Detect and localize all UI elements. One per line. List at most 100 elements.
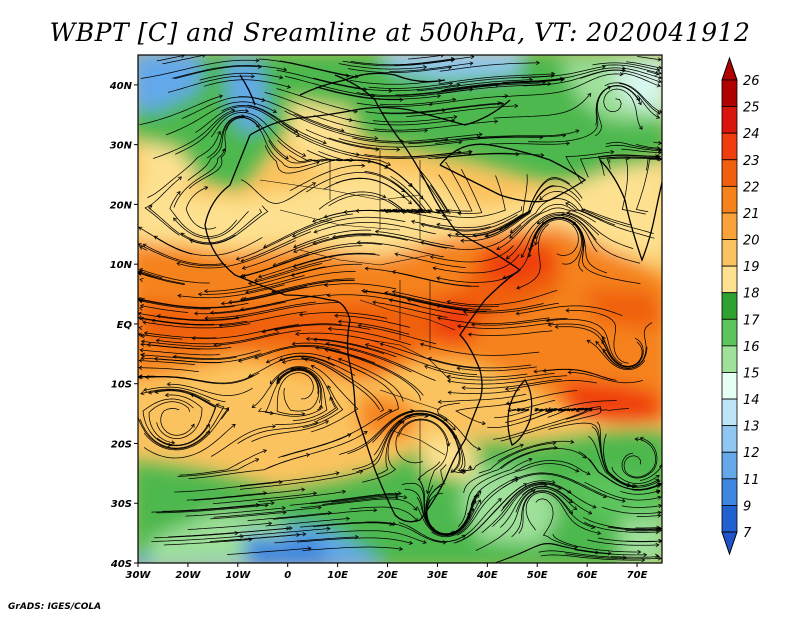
streamline <box>139 299 235 309</box>
streamline <box>248 263 323 285</box>
streamline-arrow <box>656 83 661 88</box>
colorbar-min-arrow <box>721 531 738 556</box>
streamline <box>139 270 163 279</box>
streamline-arrow <box>153 235 158 240</box>
streamline-arrow <box>176 190 181 195</box>
streamline <box>381 102 501 114</box>
streamline <box>622 72 661 87</box>
colorbar-swatch <box>721 345 738 373</box>
streamline-arrow <box>396 147 401 152</box>
streamline-arrow <box>657 150 662 155</box>
streamline-arrow <box>601 336 606 341</box>
streamline <box>398 419 448 494</box>
streamline-arrow <box>374 229 379 234</box>
streamline <box>583 517 662 530</box>
streamline <box>151 504 260 513</box>
streamline-arrow <box>262 449 268 454</box>
streamline-arrow <box>359 469 364 474</box>
streamline <box>210 112 306 157</box>
streamline <box>521 66 606 79</box>
streamline <box>606 156 659 170</box>
colorbar-level-label: 20 <box>743 234 760 249</box>
colorbar-swatch <box>721 292 738 320</box>
streamline <box>437 317 550 324</box>
streamline <box>276 372 314 415</box>
lat-tick-label: 30N <box>110 141 133 152</box>
streamline-arrow <box>261 329 266 334</box>
streamline-arrow <box>534 407 539 412</box>
country-borders <box>259 150 456 480</box>
streamline <box>138 417 210 450</box>
streamline-arrow <box>446 299 451 305</box>
streamline-arrow <box>345 73 350 78</box>
streamline <box>237 421 318 444</box>
streamline-arrow <box>456 82 461 87</box>
streamline-arrow <box>657 482 662 487</box>
streamline <box>156 504 269 514</box>
streamline-arrow <box>342 489 347 494</box>
streamline-arrow <box>509 234 514 239</box>
streamline <box>646 158 661 171</box>
streamline-arrow <box>374 136 379 141</box>
lat-tick-label: 30S <box>111 499 132 510</box>
streamline <box>537 213 597 241</box>
streamline <box>179 449 267 476</box>
streamline <box>388 84 460 92</box>
streamline-arrow <box>595 340 600 345</box>
streamline <box>236 219 333 260</box>
streamline-arrow <box>461 534 466 539</box>
streamline-arrow <box>553 445 558 450</box>
streamline-arrow <box>547 81 552 87</box>
streamline-arrow <box>237 358 243 363</box>
streamline <box>322 497 399 505</box>
streamline <box>361 290 469 310</box>
streamline <box>214 330 301 346</box>
streamline <box>296 537 413 544</box>
streamline <box>352 137 449 144</box>
streamline <box>427 174 462 214</box>
streamline-arrow <box>173 217 178 222</box>
streamline <box>174 481 283 493</box>
colorbar-swatch <box>721 372 738 400</box>
streamline-arrow <box>656 110 661 115</box>
streamline <box>365 521 447 543</box>
streamline-arrow <box>242 273 247 278</box>
streamline-arrow <box>302 532 307 537</box>
streamline <box>338 358 404 402</box>
streamline <box>603 452 659 487</box>
streamline <box>447 212 527 237</box>
streamline-arrow <box>657 70 662 76</box>
streamline-arrow <box>575 129 580 134</box>
streamline <box>289 165 365 192</box>
streamline-arrow <box>138 374 143 379</box>
streamline <box>311 365 359 433</box>
streamline <box>621 148 662 153</box>
streamline-arrow <box>638 125 643 130</box>
streamline-arrow <box>140 352 145 358</box>
streamline <box>349 506 418 522</box>
streamline <box>265 431 368 470</box>
colorbar-swatch <box>721 425 738 453</box>
streamline-arrow <box>643 552 648 558</box>
streamline <box>327 294 419 306</box>
streamline-arrow <box>591 524 596 529</box>
streamline-arrow <box>500 101 505 107</box>
streamline <box>438 73 555 84</box>
streamline-arrow <box>313 491 318 496</box>
streamline <box>302 546 403 551</box>
streamline <box>151 319 248 326</box>
streamline <box>376 415 428 475</box>
streamline-arrow <box>457 150 462 155</box>
streamline-arrow <box>139 303 145 309</box>
streamline-arrow <box>386 208 392 213</box>
streamline-arrow <box>655 114 661 119</box>
streamline <box>588 435 660 488</box>
lat-tick-label: 20N <box>110 200 133 211</box>
streamline <box>264 92 353 121</box>
colorbar-swatch <box>721 159 738 187</box>
streamline-arrow <box>220 301 225 306</box>
streamline <box>579 155 661 178</box>
streamline <box>145 372 260 385</box>
streamline-arrow <box>138 306 144 311</box>
